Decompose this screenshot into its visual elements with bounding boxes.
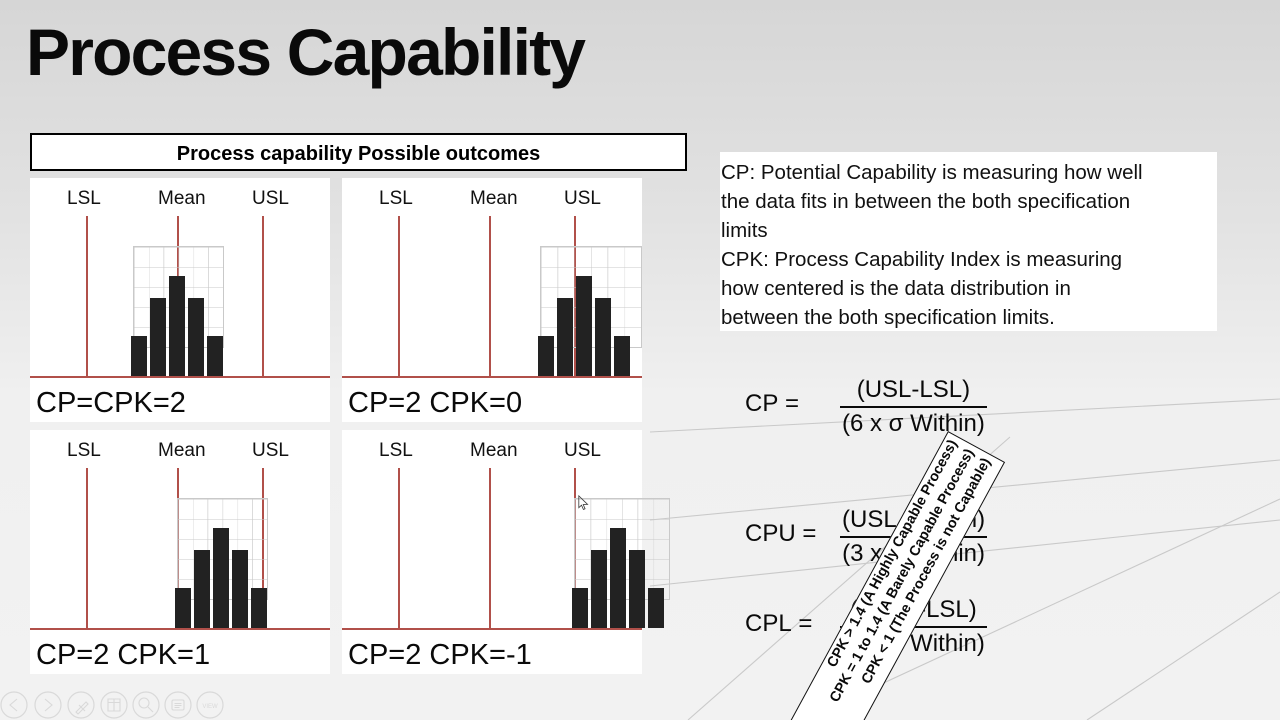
svg-text:VIEW: VIEW [202,704,218,710]
